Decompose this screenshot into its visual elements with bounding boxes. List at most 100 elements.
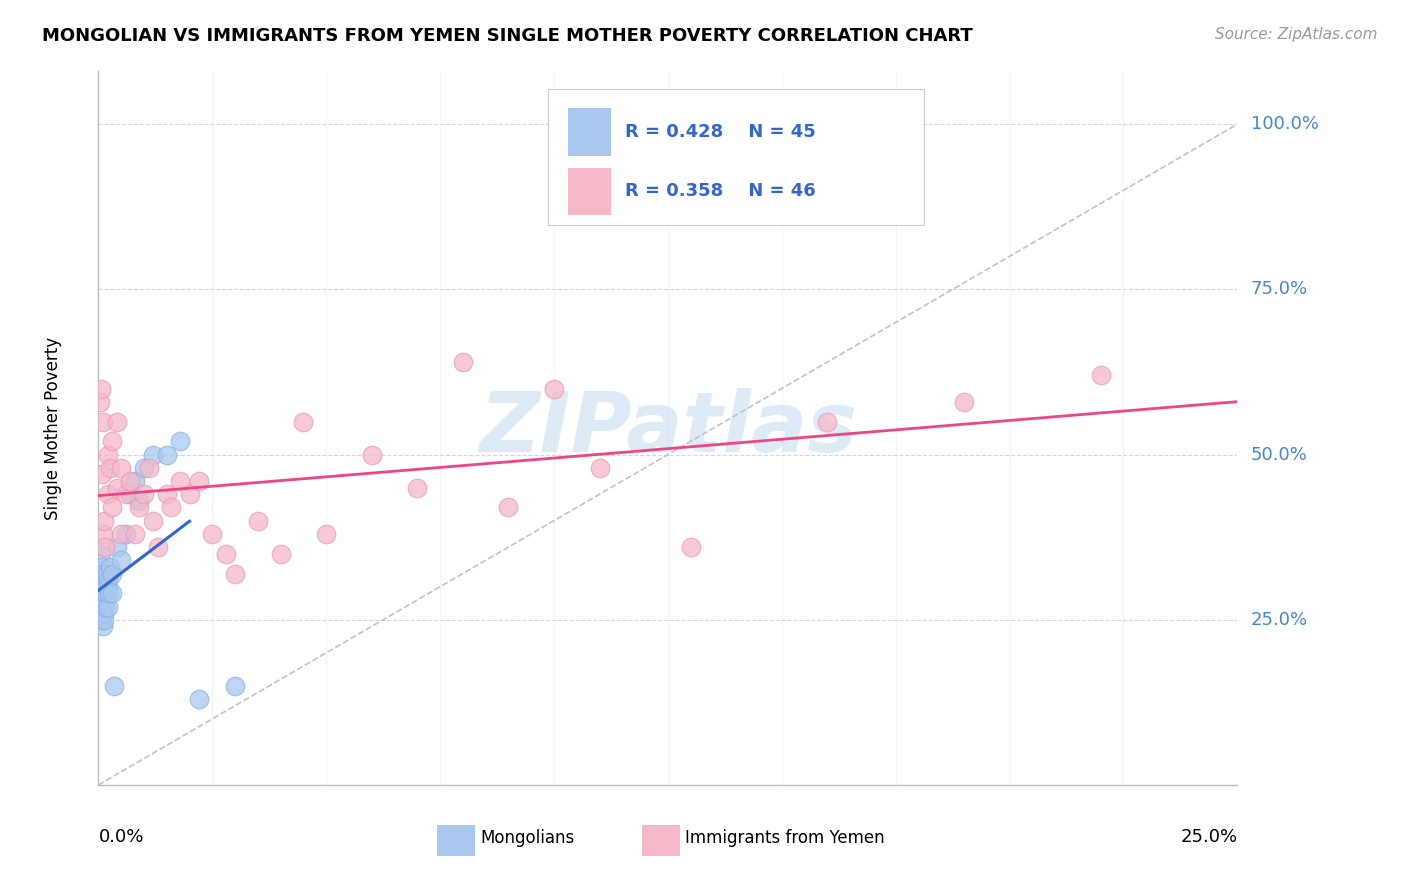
Point (89, 566, 111, 581)
Point (91, 573, 114, 587)
Point (91, 593, 114, 607)
Point (89, 593, 111, 607)
Point (588, 460, 610, 475)
Point (90, 560, 112, 574)
Point (101, 586, 124, 600)
Point (1090, 368, 1112, 383)
Point (96, 573, 118, 587)
Point (110, 460, 132, 475)
Point (156, 448, 179, 462)
Point (90, 382, 112, 396)
Point (953, 394, 976, 409)
Point (815, 415, 838, 429)
Point (101, 500, 124, 515)
Point (142, 448, 165, 462)
Point (105, 415, 128, 429)
Point (94, 540, 117, 554)
Text: 100.0%: 100.0% (1251, 115, 1319, 133)
Point (224, 566, 246, 581)
Point (114, 527, 136, 541)
Point (406, 481, 429, 495)
Point (498, 500, 520, 515)
Point (96, 566, 118, 581)
Point (120, 487, 142, 501)
Point (93, 613, 115, 627)
Text: R = 0.358    N = 46: R = 0.358 N = 46 (624, 182, 815, 200)
Text: Mongolians: Mongolians (479, 830, 574, 847)
Point (101, 566, 124, 581)
Point (160, 500, 183, 515)
Point (94, 593, 117, 607)
Point (96, 586, 118, 600)
Point (105, 540, 128, 554)
Point (91, 415, 114, 429)
Point (93, 514, 115, 528)
Point (201, 527, 224, 541)
Point (97, 580, 120, 594)
Point (132, 460, 155, 475)
Text: 25.0%: 25.0% (1180, 828, 1237, 846)
Point (90, 467, 112, 482)
Point (90, 599, 112, 614)
Text: ZIPatlas: ZIPatlas (479, 388, 856, 468)
Text: 50.0%: 50.0% (1251, 446, 1308, 464)
Point (89, 394, 111, 409)
FancyBboxPatch shape (568, 168, 612, 215)
FancyBboxPatch shape (548, 89, 924, 225)
Point (128, 500, 150, 515)
Text: R = 0.428    N = 45: R = 0.428 N = 45 (624, 123, 815, 141)
Point (543, 382, 565, 396)
Point (91, 619, 114, 633)
Point (105, 481, 128, 495)
Point (101, 434, 124, 449)
Point (142, 514, 165, 528)
Point (110, 553, 132, 567)
Point (360, 448, 382, 462)
Point (94, 580, 117, 594)
Text: Source: ZipAtlas.com: Source: ZipAtlas.com (1215, 27, 1378, 42)
Point (91, 527, 114, 541)
Point (128, 493, 150, 508)
Text: Immigrants from Yemen: Immigrants from Yemen (685, 830, 884, 847)
Point (634, 136, 657, 151)
Point (451, 355, 474, 369)
Point (91, 566, 114, 581)
Point (94, 599, 117, 614)
Point (90, 547, 112, 561)
Point (91, 613, 114, 627)
FancyBboxPatch shape (641, 825, 681, 856)
Point (315, 527, 337, 541)
Point (93, 580, 115, 594)
Point (91, 599, 114, 614)
Point (120, 474, 142, 488)
Text: 0.0%: 0.0% (98, 828, 143, 846)
Point (98, 560, 121, 574)
Point (98, 586, 121, 600)
Point (90, 573, 112, 587)
Text: MONGOLIAN VS IMMIGRANTS FROM YEMEN SINGLE MOTHER POVERTY CORRELATION CHART: MONGOLIAN VS IMMIGRANTS FROM YEMEN SINGL… (42, 27, 973, 45)
Point (146, 540, 169, 554)
Point (169, 474, 191, 488)
Point (138, 460, 160, 475)
Point (96, 448, 118, 462)
Point (270, 547, 292, 561)
Point (179, 487, 201, 501)
Point (96, 487, 118, 501)
Point (110, 527, 132, 541)
Point (292, 415, 315, 429)
Point (96, 599, 118, 614)
Text: Single Mother Poverty: Single Mother Poverty (44, 336, 62, 520)
Point (98, 460, 121, 475)
Text: 25.0%: 25.0% (1251, 611, 1308, 629)
Point (246, 514, 269, 528)
Point (114, 487, 136, 501)
Point (93, 606, 115, 620)
Point (91, 580, 114, 594)
Text: 75.0%: 75.0% (1251, 280, 1308, 299)
Point (132, 487, 155, 501)
Point (187, 692, 209, 706)
Point (156, 487, 179, 501)
Point (169, 434, 191, 449)
Point (124, 527, 146, 541)
Point (124, 474, 146, 488)
